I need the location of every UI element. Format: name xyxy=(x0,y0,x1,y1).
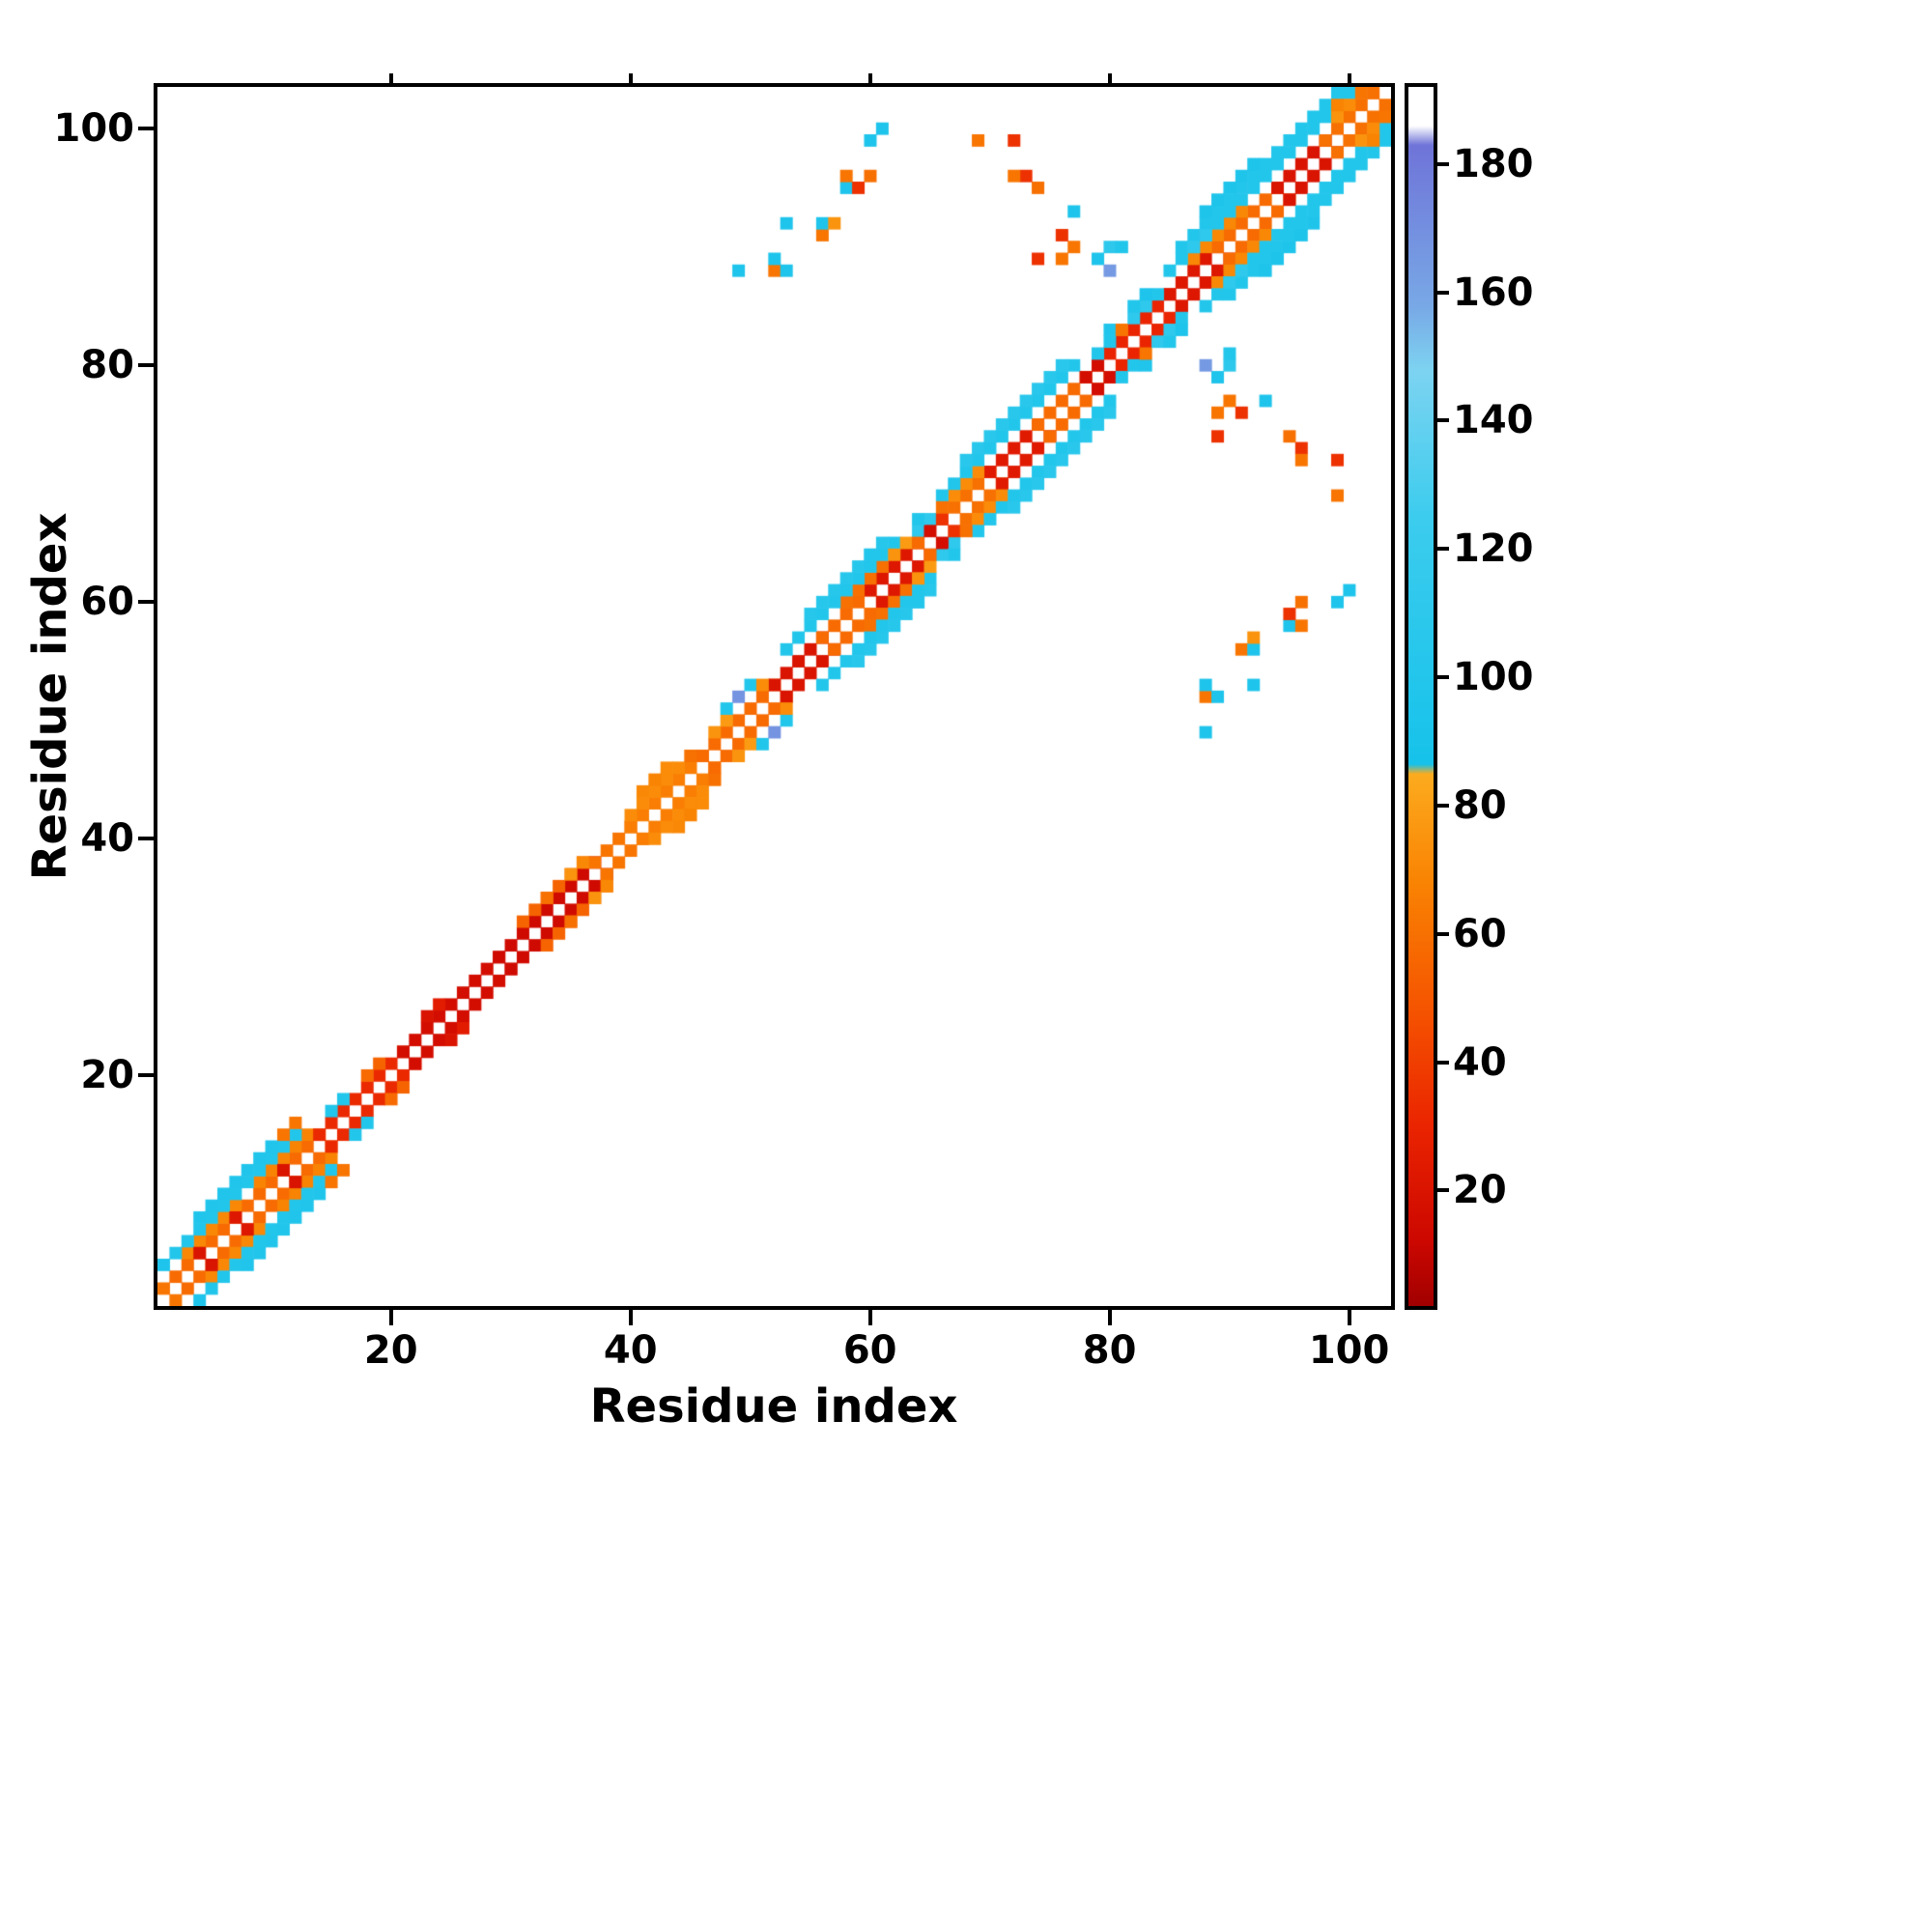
colorbar-frame xyxy=(1405,83,1437,1310)
colorbar-tick-label: 40 xyxy=(1453,1039,1507,1085)
colorbar-tick-mark xyxy=(1437,161,1449,166)
x-tick-label: 20 xyxy=(363,1328,418,1373)
colorbar-tick-label: 20 xyxy=(1453,1168,1507,1213)
x-tick-label: 100 xyxy=(1308,1328,1390,1373)
x-tick-mark xyxy=(388,1310,393,1325)
x-axis-label: Residue index xyxy=(589,1379,958,1434)
x-tick-mark-top xyxy=(1347,73,1351,83)
colorbar-tick-label: 180 xyxy=(1453,141,1534,186)
x-tick-mark xyxy=(1107,1310,1112,1325)
y-tick-label: 100 xyxy=(53,105,135,151)
x-tick-label: 80 xyxy=(1082,1328,1137,1373)
y-tick-label: 60 xyxy=(80,579,134,624)
plot-frame xyxy=(154,83,1395,1310)
contact-map-canvas xyxy=(157,87,1391,1306)
x-tick-mark xyxy=(1347,1310,1351,1325)
colorbar-tick-mark xyxy=(1437,1060,1449,1065)
y-tick-mark xyxy=(138,599,154,604)
x-tick-mark-top xyxy=(628,73,633,83)
colorbar-canvas xyxy=(1408,87,1434,1306)
colorbar-tick-mark xyxy=(1437,931,1449,936)
y-tick-mark xyxy=(138,126,154,130)
x-tick-mark xyxy=(628,1310,633,1325)
x-tick-label: 60 xyxy=(842,1328,897,1373)
colorbar-tick-label: 160 xyxy=(1453,270,1534,315)
y-tick-mark xyxy=(138,837,154,841)
x-tick-mark-top xyxy=(867,73,872,83)
colorbar-tick-mark xyxy=(1437,675,1449,680)
colorbar-tick-label: 60 xyxy=(1453,911,1507,956)
colorbar-tick-mark xyxy=(1437,418,1449,423)
y-tick-label: 20 xyxy=(80,1053,134,1098)
colorbar-tick-mark xyxy=(1437,1188,1449,1193)
x-tick-label: 40 xyxy=(603,1328,658,1373)
colorbar-tick-label: 140 xyxy=(1453,398,1534,443)
y-tick-mark xyxy=(138,362,154,367)
colorbar-tick-mark xyxy=(1437,803,1449,808)
x-tick-mark-top xyxy=(1107,73,1112,83)
colorbar-tick-label: 120 xyxy=(1453,526,1534,572)
colorbar-tick-label: 100 xyxy=(1453,655,1534,700)
colorbar-tick-label: 80 xyxy=(1453,782,1507,828)
x-tick-mark-top xyxy=(388,73,393,83)
y-tick-label: 40 xyxy=(80,816,134,862)
colorbar-tick-mark xyxy=(1437,290,1449,295)
y-tick-mark xyxy=(138,1073,154,1078)
x-tick-mark xyxy=(867,1310,872,1325)
y-tick-label: 80 xyxy=(80,342,134,387)
colorbar-tick-mark xyxy=(1437,547,1449,552)
